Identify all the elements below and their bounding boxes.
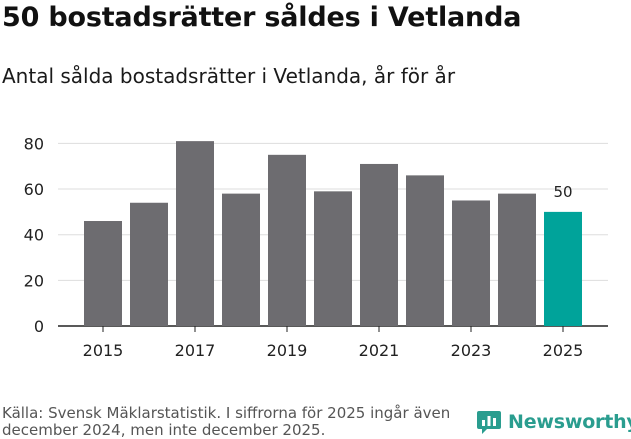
bar-2016 xyxy=(130,202,168,326)
y-tick-label: 0 xyxy=(34,317,44,336)
bar-2021 xyxy=(360,163,398,326)
x-tick-label: 2023 xyxy=(451,341,492,360)
x-tick-label: 2015 xyxy=(83,341,124,360)
brand-name: Newsworthy xyxy=(508,411,631,433)
y-tick-label: 60 xyxy=(24,180,44,199)
bar-2020 xyxy=(314,191,352,326)
x-tick-label: 2017 xyxy=(175,341,216,360)
data-label: 50 xyxy=(553,183,572,201)
bar-2024 xyxy=(498,193,536,326)
bar-2025 xyxy=(544,211,582,326)
y-tick-label: 40 xyxy=(24,226,44,245)
x-axis-labels: 2015 2017 2019 2021 2023 2025 xyxy=(83,326,584,360)
bar-2018 xyxy=(222,193,260,326)
bar-2023 xyxy=(452,200,490,326)
bar-2019 xyxy=(268,154,306,326)
data-labels: 50 xyxy=(553,183,572,201)
y-tick-label: 80 xyxy=(24,134,44,153)
chart-subtitle: Antal sålda bostadsrätter i Vetlanda, år… xyxy=(2,64,456,88)
x-tick-label: 2019 xyxy=(267,341,308,360)
x-tick-label: 2025 xyxy=(543,341,584,360)
x-tick-label: 2021 xyxy=(359,341,400,360)
y-axis-labels: 0 20 40 60 80 xyxy=(24,134,44,336)
y-tick-label: 20 xyxy=(24,271,44,290)
newsworthy-bar-icon xyxy=(477,411,501,434)
chart-title: 50 bostadsrätter såldes i Vetlanda xyxy=(2,2,522,33)
bar-chart: 0 20 40 60 80 2015 2017 2019 2021 2023 2025 50 xyxy=(24,134,608,360)
bars xyxy=(84,141,582,326)
newsworthy-logo: Newsworthy xyxy=(476,409,631,435)
bar-2022 xyxy=(406,175,444,326)
bar-2017 xyxy=(176,141,214,326)
source-note: Källa: Svensk Mäklarstatistik. I siffror… xyxy=(2,404,451,439)
bar-2015 xyxy=(84,221,122,326)
